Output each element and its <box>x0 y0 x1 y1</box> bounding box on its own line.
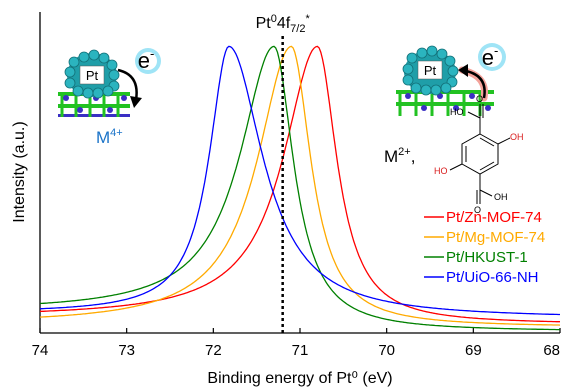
x-tick-label: 69 <box>465 342 482 359</box>
linker-ho-top: HO <box>450 107 464 117</box>
series-line <box>39 45 560 316</box>
right-pt-cluster: Pt <box>402 45 459 96</box>
legend-entry: Pt/HKUST-1 <box>446 249 528 266</box>
x-ticks: 74 73 72 71 70 69 68 <box>32 328 561 359</box>
m2-label: M2+, <box>384 146 415 166</box>
y-axis-title: Intensity (a.u.) <box>11 121 28 222</box>
x-tick-label: 70 <box>378 342 395 359</box>
legend: Pt/Zn-MOF-74 Pt/Mg-MOF-74 Pt/HKUST-1 Pt/UiO… <box>424 209 545 286</box>
right-inset-illustration: Pt e- <box>396 43 506 116</box>
linker-molecule: HO O OH HO OH O <box>434 94 524 215</box>
left-inset-illustration: Pt e- M4+ <box>58 46 161 147</box>
x-tick-label: 73 <box>118 342 135 359</box>
linker-oh-bottom: OH <box>494 192 508 202</box>
right-arrowhead <box>458 64 468 77</box>
right-electron: e- <box>478 43 506 71</box>
series-line <box>39 45 560 331</box>
x-tick-label: 71 <box>292 342 309 359</box>
right-pt-label: Pt <box>424 63 437 78</box>
x-axis-title: Binding energy of Pt⁰ (eV) <box>207 370 392 387</box>
x-tick-label: 74 <box>32 342 49 359</box>
series-line <box>39 45 561 326</box>
left-electron: e- <box>135 46 161 74</box>
linker-ho-left: HO <box>434 166 448 176</box>
left-pt-label: Pt <box>86 68 99 83</box>
legend-entry: Pt/Zn-MOF-74 <box>446 209 542 226</box>
x-tick-label: 68 <box>543 342 560 359</box>
left-arrowhead <box>130 96 142 108</box>
linker-o-bottom: O <box>474 205 481 215</box>
x-tick-label: 72 <box>205 342 222 359</box>
right-transfer-arrow <box>465 69 486 99</box>
reference-line-label: Pt04f7/2* <box>256 13 311 35</box>
plot-area: 74 73 72 71 70 69 68 Pt04f7/2* <box>32 12 561 359</box>
svg-text:e-: e- <box>138 46 155 73</box>
m4-label: M4+ <box>96 127 123 147</box>
legend-entry: Pt/UiO-66-NH <box>446 269 539 286</box>
left-transfer-arrow <box>117 68 138 101</box>
svg-text:e-: e- <box>482 43 499 70</box>
series-group <box>39 45 561 331</box>
series-line <box>39 45 560 323</box>
linker-oh-right: OH <box>510 132 524 142</box>
left-pt-cluster: Pt <box>64 49 120 99</box>
legend-entry: Pt/Mg-MOF-74 <box>446 229 545 246</box>
benzene-ring <box>461 133 499 175</box>
linker-o-top: O <box>476 94 483 104</box>
